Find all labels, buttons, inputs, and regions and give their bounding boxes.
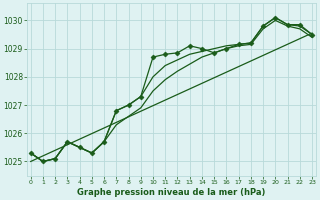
X-axis label: Graphe pression niveau de la mer (hPa): Graphe pression niveau de la mer (hPa) xyxy=(77,188,266,197)
